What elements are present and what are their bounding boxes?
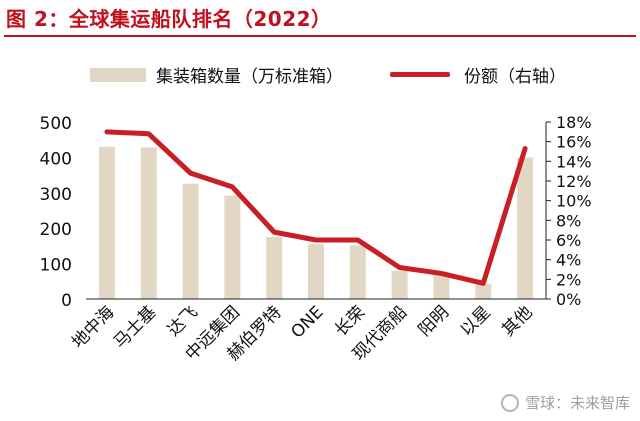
y-right-tick-label: 4% [556,251,581,270]
x-tick-label: ONE [287,302,327,342]
bar [98,146,115,299]
chart-legend: 集装箱数量（万标准箱） 份额（右轴） [0,62,640,88]
bar [475,284,492,299]
y-left-tick-label: 400 [40,149,72,169]
y-right-tick-label: 10% [556,192,592,211]
y-right-tick-label: 12% [556,172,592,191]
bar [224,195,241,299]
x-tick-label: 以星 [457,302,495,340]
x-tick-label: 其他 [498,302,536,340]
y-left-tick-label: 500 [40,114,72,134]
snowball-logo-icon [500,393,519,412]
watermark: 雪球：未来智库 [500,392,630,413]
y-left-tick-label: 300 [40,185,72,205]
bar [391,270,408,299]
bar [308,244,324,299]
bar [517,157,534,299]
y-right-tick-label: 16% [556,133,592,152]
legend-line-swatch [390,72,450,77]
y-right-tick-label: 14% [556,152,592,171]
chart-title: 图 2：全球集运船队排名（2022） [6,7,332,31]
y-left-tick-label: 0 [61,291,72,311]
legend-bar-label: 集装箱数量（万标准箱） [156,67,343,87]
bar [349,245,366,299]
x-tick-label: 马士基 [110,302,160,352]
y-right-tick-label: 2% [556,270,581,289]
bar [140,147,157,299]
legend-item-bars: 集装箱数量（万标准箱） [90,62,343,87]
legend-item-line: 份额（右轴） [390,62,566,87]
title-divider [4,35,636,37]
y-right-tick-label: 8% [556,211,581,230]
y-left-tick-label: 100 [40,256,72,276]
y-right-tick-label: 6% [556,231,581,250]
bar [266,237,283,299]
x-tick-label: 地中海 [68,302,118,352]
y-left-tick-label: 200 [40,220,72,240]
y-right-tick-label: 0% [556,290,581,309]
x-tick-label: 阳明 [415,302,453,340]
legend-bar-swatch [90,67,146,82]
bar [433,274,450,299]
watermark-text: 雪球：未来智库 [524,394,630,412]
legend-line-label: 份额（右轴） [464,67,566,87]
y-right-tick-label: 18% [556,113,592,132]
share-line [104,129,528,286]
bar [182,183,199,299]
